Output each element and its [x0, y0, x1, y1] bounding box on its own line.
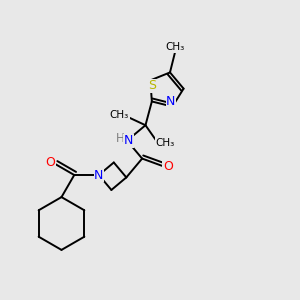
Text: N: N: [166, 95, 176, 108]
Text: CH₃: CH₃: [165, 42, 184, 52]
Text: N: N: [94, 169, 104, 182]
Text: O: O: [163, 160, 173, 173]
Text: S: S: [148, 79, 156, 92]
Text: CH₃: CH₃: [155, 138, 175, 148]
Text: N: N: [124, 134, 133, 147]
Text: H: H: [116, 132, 125, 145]
Text: CH₃: CH₃: [110, 110, 129, 121]
Text: O: O: [45, 156, 55, 169]
